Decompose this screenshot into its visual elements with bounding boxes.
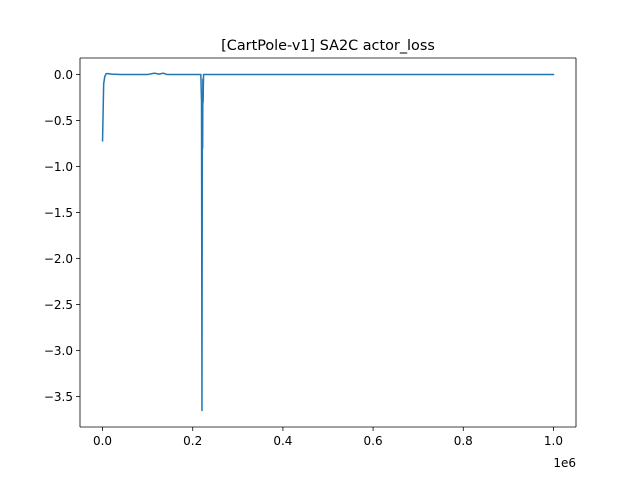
y-tick-label: −0.5 [44, 114, 73, 128]
series-line-0 [101, 72, 555, 412]
x-axis: 0.0 0.2 0.4 0.6 0.8 1.0 [93, 427, 563, 448]
x-tick-label: 0.0 [93, 434, 112, 448]
y-tick-label: −2.0 [44, 252, 73, 266]
y-axis: 0.0 −0.5 −1.0 −1.5 −2.0 −2.5 −3.0 −3.5 [44, 68, 80, 404]
y-tick-label: 0.0 [54, 68, 73, 82]
chart-title: [CartPole-v1] SA2C actor_loss [221, 38, 435, 54]
x-tick-label: 0.2 [183, 434, 202, 448]
x-tick-label: 1.0 [544, 434, 563, 448]
x-tick-label: 0.4 [273, 434, 292, 448]
y-tick-label: −3.0 [44, 344, 73, 358]
plot-area [79, 57, 577, 428]
y-tick-label: −1.0 [44, 160, 73, 174]
x-tick-label: 0.8 [454, 434, 473, 448]
y-tick-label: −3.5 [44, 390, 73, 404]
x-tick-label: 0.6 [364, 434, 383, 448]
y-tick-label: −2.5 [44, 298, 73, 312]
y-tick-label: −1.5 [44, 206, 73, 220]
x-axis-offset-label: 1e6 [553, 456, 576, 470]
